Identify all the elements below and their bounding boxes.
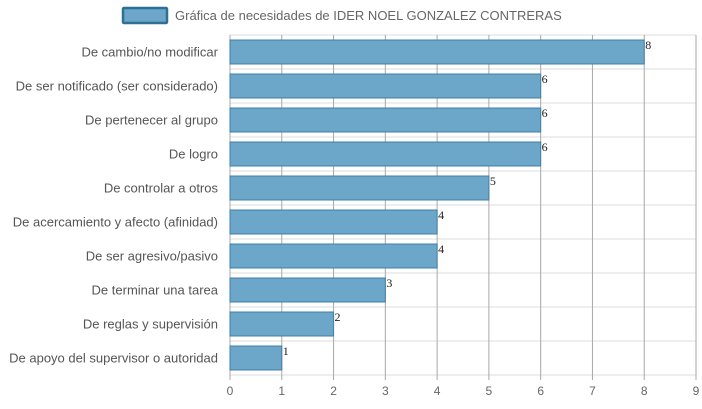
data-label: 4	[438, 208, 444, 222]
bar	[229, 243, 438, 269]
x-tick-label: 4	[434, 384, 441, 398]
x-tick-label: 2	[330, 384, 337, 398]
x-tick-label: 5	[486, 384, 493, 398]
data-label: 6	[542, 140, 548, 154]
category-label: De apoyo del supervisor o autoridad	[9, 351, 218, 366]
data-label: 5	[490, 174, 496, 188]
bar	[229, 73, 542, 99]
data-label: 6	[542, 72, 548, 86]
x-tick-label: 9	[693, 384, 700, 398]
category-label: De reglas y supervisión	[83, 317, 218, 332]
bar	[229, 39, 645, 65]
data-label: 4	[438, 242, 444, 256]
category-label: De cambio/no modificar	[81, 45, 218, 60]
bar	[229, 141, 542, 167]
category-label: De terminar una tarea	[92, 283, 219, 298]
category-label: De pertenecer al grupo	[85, 113, 218, 128]
data-label: 6	[542, 106, 548, 120]
bars	[229, 39, 645, 371]
category-label: De ser notificado (ser considerado)	[16, 79, 218, 94]
legend-swatch	[121, 6, 169, 25]
data-label: 2	[335, 310, 341, 324]
x-tick-label: 8	[641, 384, 648, 398]
x-tick-label: 0	[227, 384, 234, 398]
bar	[229, 345, 283, 371]
category-label: De logro	[169, 147, 218, 162]
bar	[229, 175, 490, 201]
category-labels: De cambio/no modificar De ser notificado …	[9, 45, 219, 366]
category-label: De acercamiento y afecto (afinidad)	[13, 215, 218, 230]
bar	[229, 107, 542, 133]
data-label: 8	[645, 38, 651, 52]
category-label: De ser agresivo/pasivo	[86, 249, 218, 264]
x-tick-label: 3	[382, 384, 389, 398]
bar	[229, 311, 335, 337]
data-label: 3	[386, 276, 392, 290]
legend: Gráfica de necesidades de IDER NOEL GONZ…	[121, 6, 562, 25]
x-tick-label: 1	[278, 384, 285, 398]
bar	[229, 209, 438, 235]
x-tick-label: 7	[589, 384, 596, 398]
x-tick-labels: 0 1 2 3 4 5 6 7 8 9	[227, 384, 700, 398]
category-label: De controlar a otros	[104, 181, 219, 196]
data-label: 1	[283, 344, 289, 358]
x-tick-label: 6	[537, 384, 544, 398]
bar	[229, 277, 386, 303]
legend-label: Gráfica de necesidades de IDER NOEL GONZ…	[175, 8, 562, 23]
data-labels: 8 6 6 6 5 4 4 3 2 1	[283, 38, 651, 358]
